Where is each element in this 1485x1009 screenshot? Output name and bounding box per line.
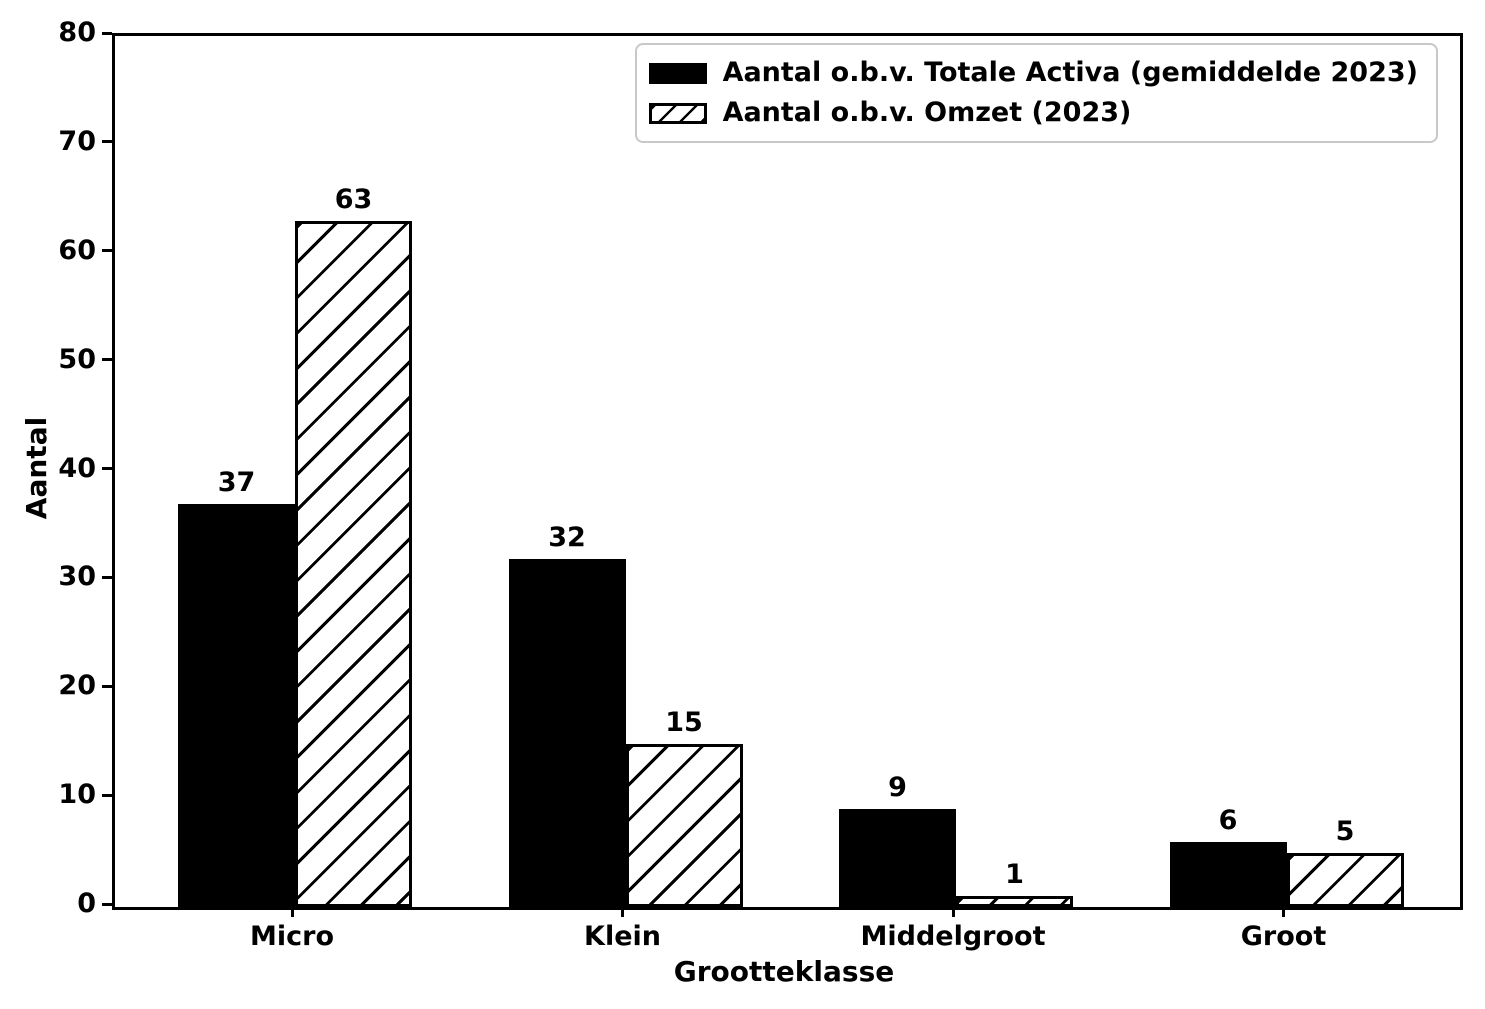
plot-area: 37 63 32 15 9 1 6 5 xyxy=(112,33,1463,910)
y-tick-mark xyxy=(102,902,112,906)
y-tick-label: 80 xyxy=(58,17,96,48)
bar-middelgroot-totale-activa xyxy=(839,809,956,907)
y-tick-label: 50 xyxy=(58,343,96,375)
x-tick-mark xyxy=(290,907,294,917)
bar-value-label: 5 xyxy=(1335,815,1355,847)
bar-value-label: 37 xyxy=(217,467,256,499)
bar-klein-omzet xyxy=(625,743,743,907)
y-tick-label: 10 xyxy=(58,779,96,811)
y-tick-label: 0 xyxy=(77,888,96,919)
x-axis-title: Grootteklasse xyxy=(673,955,895,988)
legend-item-omzet: Aantal o.b.v. Omzet (2023) xyxy=(648,97,1418,129)
bar-micro-totale-activa xyxy=(178,504,295,907)
bar-micro-omzet xyxy=(295,221,412,907)
x-tick-label: Groot xyxy=(1240,921,1327,952)
legend-label-omzet: Aantal o.b.v. Omzet (2023) xyxy=(722,97,1132,128)
x-tick-mark xyxy=(621,907,624,917)
x-tick-mark xyxy=(1282,907,1285,917)
x-tick-label: Micro xyxy=(250,921,334,952)
y-tick-mark xyxy=(102,249,112,253)
bar-klein-totale-activa xyxy=(508,558,626,907)
y-tick-label: 30 xyxy=(58,561,96,593)
y-tick-mark xyxy=(102,793,112,797)
x-tick-mark xyxy=(951,907,955,917)
bar-value-label: 9 xyxy=(888,772,907,804)
y-tick-mark xyxy=(102,684,112,688)
bar-groot-omzet xyxy=(1286,852,1404,907)
legend-swatch-hatched xyxy=(648,102,707,124)
y-tick-mark xyxy=(102,31,112,35)
bar-value-label: 15 xyxy=(665,706,703,738)
y-tick-mark xyxy=(102,575,112,579)
y-tick-label: 40 xyxy=(58,452,96,484)
y-tick-label: 60 xyxy=(58,234,96,266)
x-tick-label: Middelgroot xyxy=(860,921,1046,952)
legend-swatch-solid xyxy=(648,62,707,84)
bar-value-label: 6 xyxy=(1218,804,1238,836)
bar-value-label: 63 xyxy=(334,184,373,216)
legend-label-totale-activa: Aantal o.b.v. Totale Activa (gemiddelde … xyxy=(722,57,1418,88)
bar-groot-totale-activa xyxy=(1169,841,1287,907)
x-tick-label: Klein xyxy=(584,921,661,952)
y-tick-mark xyxy=(102,358,112,362)
y-tick-mark xyxy=(102,140,112,144)
legend-item-totale-activa: Aantal o.b.v. Totale Activa (gemiddelde … xyxy=(648,57,1418,89)
bar-value-label: 1 xyxy=(1005,859,1024,891)
y-tick-label: 20 xyxy=(58,670,96,702)
bar-value-label: 32 xyxy=(548,521,586,553)
y-tick-label: 70 xyxy=(58,125,96,157)
bar-middelgroot-omzet xyxy=(956,896,1073,907)
y-tick-mark xyxy=(102,467,112,470)
legend: Aantal o.b.v. Totale Activa (gemiddelde … xyxy=(634,43,1438,143)
